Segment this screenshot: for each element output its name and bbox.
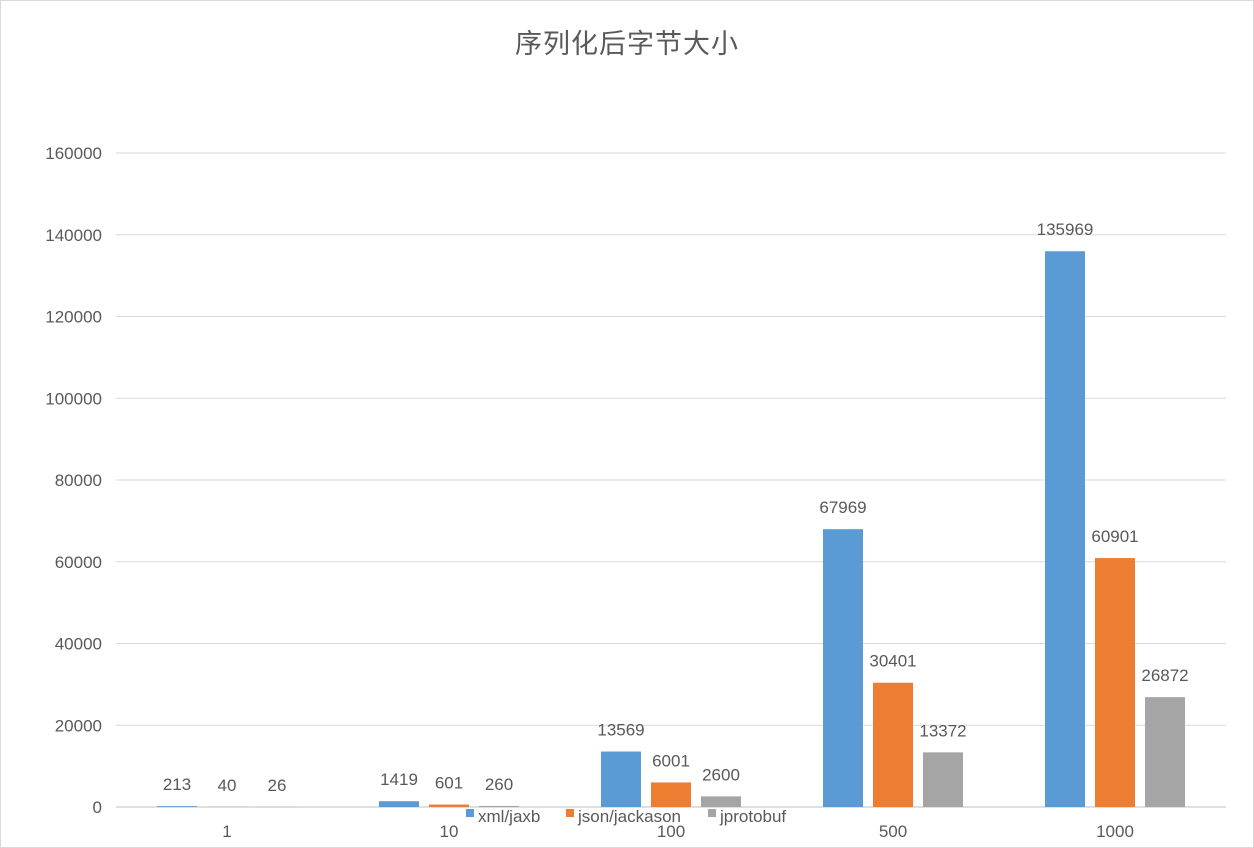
- data-label: 30401: [869, 652, 916, 671]
- legend-swatch: [708, 809, 716, 817]
- y-tick-label: 0: [93, 798, 102, 817]
- legend-label: jprotobuf: [719, 807, 786, 826]
- gridlines: [116, 152, 1226, 808]
- data-label: 1419: [380, 770, 418, 789]
- legend-label: xml/jaxb: [478, 807, 540, 826]
- x-tick-label: 10: [440, 822, 459, 841]
- x-tick-label: 1: [222, 822, 231, 841]
- data-label: 601: [435, 774, 463, 793]
- bar-xml-jaxb: [1045, 251, 1085, 808]
- x-tick-label: 100: [657, 822, 685, 841]
- data-label: 26: [268, 776, 287, 795]
- y-axis-ticks: 0 20000 40000 60000 80000 100000 120000 140000 1…: [45, 144, 102, 817]
- data-label: 135969: [1037, 220, 1094, 239]
- data-label: 26872: [1141, 666, 1188, 685]
- bar-jprotobuf: [701, 796, 741, 807]
- chart-title: 序列化后字节大小: [515, 29, 739, 60]
- x-axis-ticks: 1 10 100 500 1000: [222, 822, 1134, 841]
- x-tick-label: 1000: [1096, 822, 1134, 841]
- data-label: 6001: [652, 751, 690, 770]
- y-tick-label: 100000: [45, 389, 102, 408]
- legend-label: json/jackason: [577, 807, 681, 826]
- legend: xml/jaxb json/jackason jprotobuf: [466, 807, 786, 826]
- y-tick-label: 140000: [45, 226, 102, 245]
- data-labels: 213 40 26 1419 601 260 13569 6001 2600 67969 30401…: [163, 220, 1189, 795]
- bar-json-jackason: [1095, 558, 1135, 807]
- data-label: 260: [485, 775, 513, 794]
- data-label: 2600: [702, 765, 740, 784]
- y-tick-label: 80000: [55, 471, 102, 490]
- data-label: 60901: [1091, 527, 1138, 546]
- bars: [157, 251, 1185, 808]
- bar-xml-jaxb: [157, 806, 197, 807]
- x-tick-label: 500: [879, 822, 907, 841]
- legend-swatch: [566, 809, 574, 817]
- data-label: 13372: [919, 721, 966, 740]
- legend-swatch: [466, 809, 474, 817]
- bar-json-jackason: [873, 682, 913, 807]
- bar-jprotobuf: [1145, 697, 1185, 807]
- data-label: 67969: [819, 498, 866, 517]
- bar-xml-jaxb: [823, 529, 863, 807]
- bar-json-jackason: [429, 804, 469, 807]
- y-tick-label: 20000: [55, 716, 102, 735]
- bar-jprotobuf: [479, 805, 519, 807]
- y-tick-label: 120000: [45, 308, 102, 327]
- bar-json-jackason: [651, 782, 691, 807]
- y-tick-label: 60000: [55, 553, 102, 572]
- bar-jprotobuf: [923, 752, 963, 807]
- bar-xml-jaxb: [379, 801, 419, 807]
- y-tick-label: 160000: [45, 144, 102, 163]
- y-tick-label: 40000: [55, 635, 102, 654]
- data-label: 13569: [597, 721, 644, 740]
- data-label: 213: [163, 775, 191, 794]
- data-label: 40: [218, 776, 237, 795]
- bar-xml-jaxb: [601, 751, 641, 807]
